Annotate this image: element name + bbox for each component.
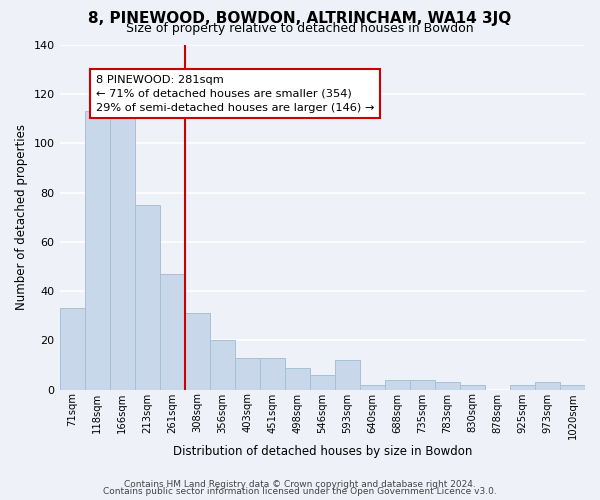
Bar (335, 360, 360, 390)
Bar (235, 358, 260, 390)
Text: Size of property relative to detached houses in Bowdon: Size of property relative to detached ho… (126, 22, 474, 35)
Bar (285, 368, 310, 390)
Bar (110, 106, 134, 390)
Bar (460, 384, 485, 390)
Bar (134, 205, 160, 390)
Bar (160, 274, 185, 390)
Bar (385, 380, 410, 390)
Bar (260, 358, 285, 390)
Bar (510, 384, 535, 390)
Bar (310, 375, 335, 390)
Bar (560, 384, 585, 390)
Bar (209, 340, 235, 390)
Y-axis label: Number of detached properties: Number of detached properties (15, 124, 28, 310)
Bar (410, 380, 435, 390)
Bar (85, 112, 110, 390)
Bar (360, 384, 385, 390)
Bar (59, 308, 85, 390)
Bar (185, 314, 209, 390)
X-axis label: Distribution of detached houses by size in Bowdon: Distribution of detached houses by size … (173, 444, 472, 458)
Bar (535, 382, 560, 390)
Text: 8 PINEWOOD: 281sqm
← 71% of detached houses are smaller (354)
29% of semi-detach: 8 PINEWOOD: 281sqm ← 71% of detached hou… (96, 74, 374, 112)
Text: Contains HM Land Registry data © Crown copyright and database right 2024.: Contains HM Land Registry data © Crown c… (124, 480, 476, 489)
Bar (435, 382, 460, 390)
Text: Contains public sector information licensed under the Open Government Licence v3: Contains public sector information licen… (103, 488, 497, 496)
Text: 8, PINEWOOD, BOWDON, ALTRINCHAM, WA14 3JQ: 8, PINEWOOD, BOWDON, ALTRINCHAM, WA14 3J… (88, 11, 512, 26)
